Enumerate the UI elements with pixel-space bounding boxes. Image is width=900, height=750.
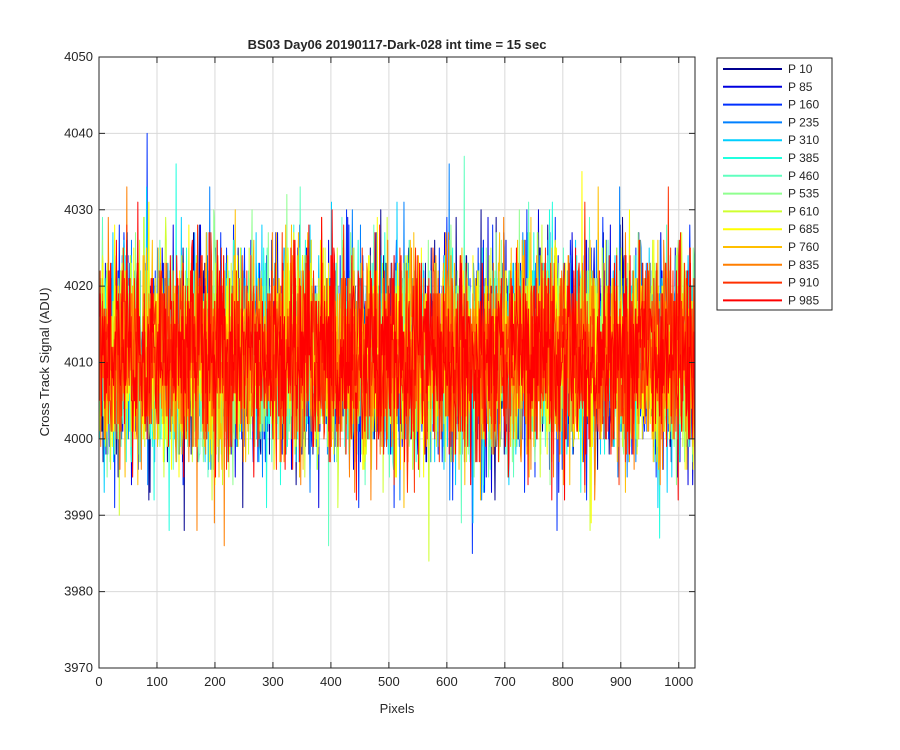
legend-label: P 685 — [788, 222, 819, 236]
y-tick-label: 3990 — [64, 507, 93, 522]
legend-label: P 835 — [788, 258, 819, 272]
y-axis-label: Cross Track Signal (ADU) — [37, 288, 52, 437]
legend-label: P 160 — [788, 98, 819, 112]
y-tick-label: 4010 — [64, 355, 93, 370]
x-tick-label: 900 — [610, 674, 632, 689]
x-tick-label: 800 — [552, 674, 574, 689]
x-tick-label: 1000 — [664, 674, 693, 689]
legend-label: P 460 — [788, 169, 819, 183]
chart-title: BS03 Day06 20190117-Dark-028 int time = … — [248, 37, 547, 52]
y-tick-label: 3980 — [64, 584, 93, 599]
y-tick-label: 3970 — [64, 660, 93, 675]
y-axis-ticks: 3970 3980 3990 4000 4010 4020 4030 4040 4050 — [64, 49, 695, 675]
legend-box — [716, 57, 833, 311]
y-tick-label: 4020 — [64, 278, 93, 293]
x-tick-label: 700 — [494, 674, 516, 689]
legend-label: P 760 — [788, 240, 819, 254]
x-axis-label: Pixels — [380, 701, 415, 716]
y-tick-label: 4030 — [64, 202, 93, 217]
series-line-p985 — [99, 201, 695, 501]
legend-label: P 910 — [788, 276, 819, 290]
legend-label: P 235 — [788, 115, 819, 129]
legend-label: P 985 — [788, 293, 819, 307]
x-axis-ticks: 0 100 200 300 400 500 600 700 800 900 1000 — [95, 57, 693, 689]
x-tick-label: 600 — [436, 674, 458, 689]
x-tick-label: 300 — [262, 674, 284, 689]
x-tick-label: 0 — [95, 674, 102, 689]
x-tick-label: 500 — [378, 674, 400, 689]
y-tick-label: 4050 — [64, 49, 93, 64]
x-tick-label: 400 — [320, 674, 342, 689]
legend-label: P 535 — [788, 187, 819, 201]
legend-label: P 310 — [788, 133, 819, 147]
x-tick-label: 100 — [146, 674, 168, 689]
legend-label: P 610 — [788, 204, 819, 218]
x-tick-label: 200 — [204, 674, 226, 689]
legend-label: P 10 — [788, 62, 813, 76]
series-lines — [99, 132, 695, 562]
legend: P 10 P 85 P 160 P 235 P 310 P 385 P 460 P 535 P … — [716, 57, 833, 311]
y-tick-label: 4000 — [64, 431, 93, 446]
y-tick-label: 4040 — [64, 125, 93, 140]
legend-label: P 85 — [788, 80, 813, 94]
legend-label: P 385 — [788, 151, 819, 165]
